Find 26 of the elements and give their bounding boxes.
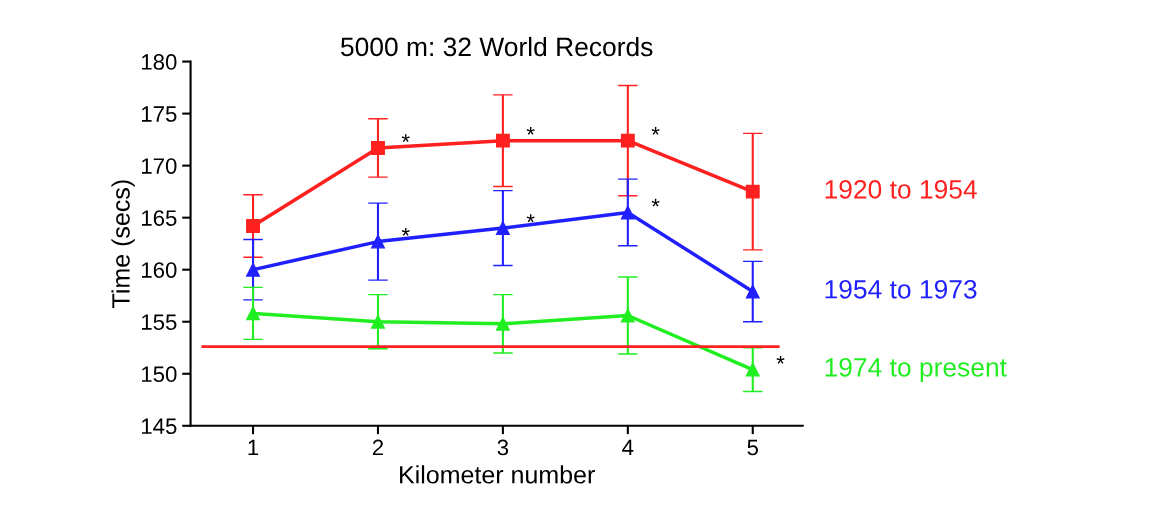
text: 1954 to 1973	[825, 279, 977, 299]
text: 1920 to 1954	[825, 180, 977, 199]
y-tick-label: 150	[142, 366, 177, 383]
x-tick-label: 4	[622, 439, 634, 456]
annotation: *	[526, 126, 535, 135]
x-tick-label: 5	[747, 439, 758, 456]
y-axis-title: Time (secs)	[111, 180, 135, 308]
x-tick-label: 1	[248, 439, 259, 456]
x-tick-label: 2	[372, 439, 384, 456]
y-tick-label: 175	[142, 106, 177, 122]
x-tick-label: 3	[497, 439, 509, 456]
x-axis-title: Kilometer number	[400, 465, 595, 484]
annotation: *	[526, 214, 535, 223]
y-tick-label: 180	[142, 54, 177, 70]
annotation: *	[776, 355, 785, 364]
annotation: *	[401, 134, 410, 143]
annotation: *	[651, 126, 660, 135]
text: 1974 to present	[825, 357, 1007, 382]
y-tick-label: 165	[142, 210, 177, 226]
y-tick-label: 170	[142, 158, 177, 174]
annotation: *	[401, 227, 410, 236]
y-tick-label: 145	[142, 418, 177, 435]
chart-title: 5000 m: 32 World Records	[341, 36, 653, 57]
annotation: *	[651, 198, 660, 207]
y-tick-label: 155	[142, 314, 177, 330]
y-tick-label: 160	[142, 262, 177, 278]
